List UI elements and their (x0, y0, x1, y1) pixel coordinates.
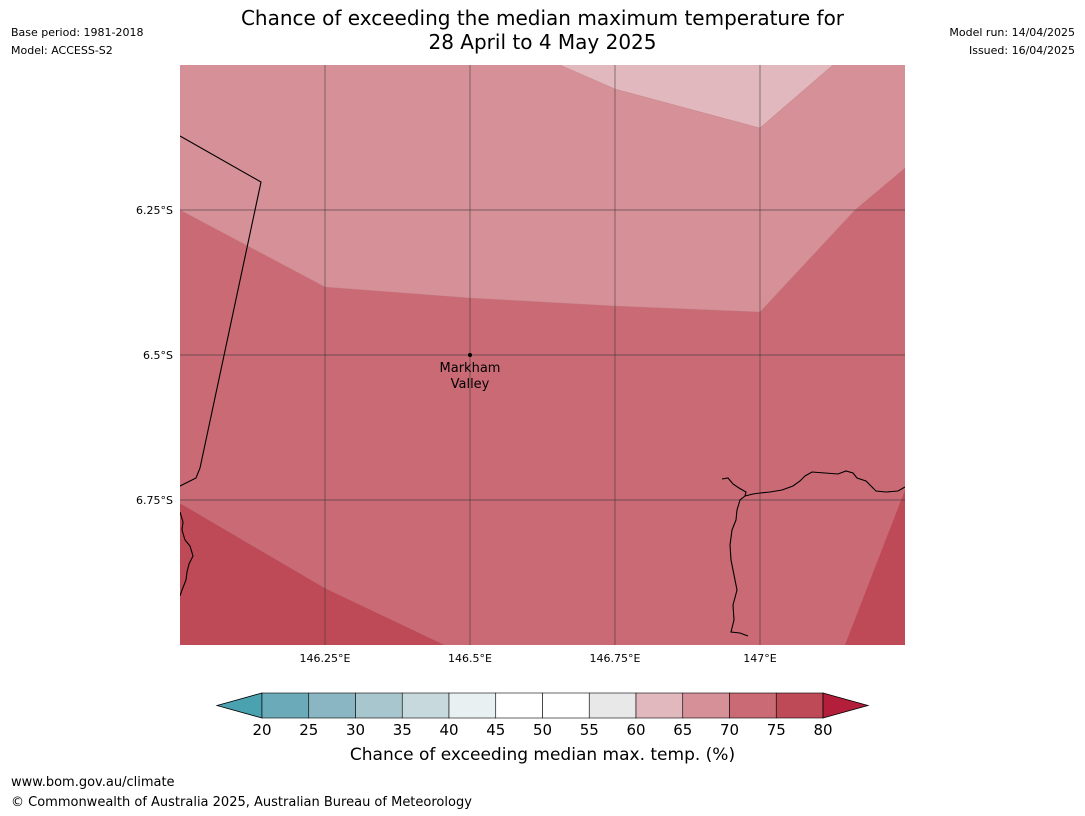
location-dot (468, 353, 472, 357)
lat-label: 6.25°S (136, 204, 173, 217)
run-info: Model run: 14/04/2025 Issued: 16/04/2025 (949, 24, 1075, 60)
colorbar-under-arrow (215, 692, 263, 719)
footer-copyright: © Commonwealth of Australia 2025, Austra… (11, 795, 472, 810)
colorbar-tick-label: 25 (299, 721, 318, 739)
colorbar-bin (542, 692, 590, 719)
colorbar-tick-label: 45 (486, 721, 505, 739)
colorbar: 20 25 30 35 40 45 50 55 60 65 70 75 80 (215, 692, 870, 739)
base-period-text: Base period: 1981-2018 (11, 26, 144, 39)
colorbar-bin (588, 692, 637, 719)
colorbar-over-arrow (822, 692, 870, 719)
latitude-labels: 6.25°S 6.5°S 6.75°S (136, 204, 173, 507)
location-label-line2: Valley (451, 377, 490, 392)
title-line-2: 28 April to 4 May 2025 (428, 30, 657, 54)
colorbar-tick-label: 35 (393, 721, 412, 739)
map-title: Chance of exceeding the median maximum t… (180, 6, 905, 54)
longitude-labels: 146.25°E 146.5°E 146.75°E 147°E (300, 652, 777, 665)
location-marker: Markham Valley (440, 353, 501, 392)
colorbar-tick-label: 80 (813, 721, 832, 739)
colorbar-bin (495, 692, 543, 719)
colorbar-tick-label: 70 (720, 721, 739, 739)
lat-label: 6.75°S (136, 494, 173, 507)
colorbar-tick-label: 75 (767, 721, 786, 739)
colorbar-bin (261, 692, 310, 719)
colorbar-tick-label: 50 (533, 721, 552, 739)
colorbar-bin (635, 692, 684, 719)
colorbar-bin (682, 692, 730, 719)
lon-label: 146.25°E (300, 652, 351, 665)
title-line-1: Chance of exceeding the median maximum t… (240, 6, 845, 30)
lon-label: 146.5°E (448, 652, 492, 665)
boundaries (180, 135, 905, 637)
band-75-80-southeast (845, 490, 905, 645)
issued-text: Issued: 16/04/2025 (968, 44, 1075, 57)
model-info: Base period: 1981-2018 Model: ACCESS-S2 (11, 24, 143, 60)
coastline-west (180, 511, 194, 597)
colorbar-tick-label: 65 (673, 721, 692, 739)
model-run-text: Model run: 14/04/2025 (949, 26, 1075, 39)
location-label-line1: Markham (440, 361, 501, 376)
colorbar-bin (401, 692, 450, 719)
band-60-65 (560, 65, 833, 128)
colorbar-tick-label: 60 (626, 721, 645, 739)
colorbar-bin (355, 692, 403, 719)
model-name-text: Model: ACCESS-S2 (11, 44, 113, 57)
colorbar-bin (448, 692, 497, 719)
lat-label: 6.5°S (143, 349, 173, 362)
colorbar-tick-label: 40 (439, 721, 458, 739)
colorbar-tick-label: 55 (580, 721, 599, 739)
colorbar-bin (308, 692, 356, 719)
lon-label: 146.75°E (590, 652, 641, 665)
colorbar-bin (775, 692, 824, 719)
footer-url: www.bom.gov.au/climate (11, 775, 175, 790)
coastline-east (721, 470, 905, 637)
band-75-80-southwest (180, 503, 445, 645)
colorbar-label: Chance of exceeding median max. temp. (%… (349, 745, 736, 765)
colorbar-tick-label: 30 (346, 721, 365, 739)
colorbar-tick-label: 20 (252, 721, 271, 739)
province-boundary (180, 135, 262, 487)
lon-label: 147°E (743, 652, 776, 665)
colorbar-bin (729, 692, 777, 719)
band-65-70 (180, 65, 905, 312)
